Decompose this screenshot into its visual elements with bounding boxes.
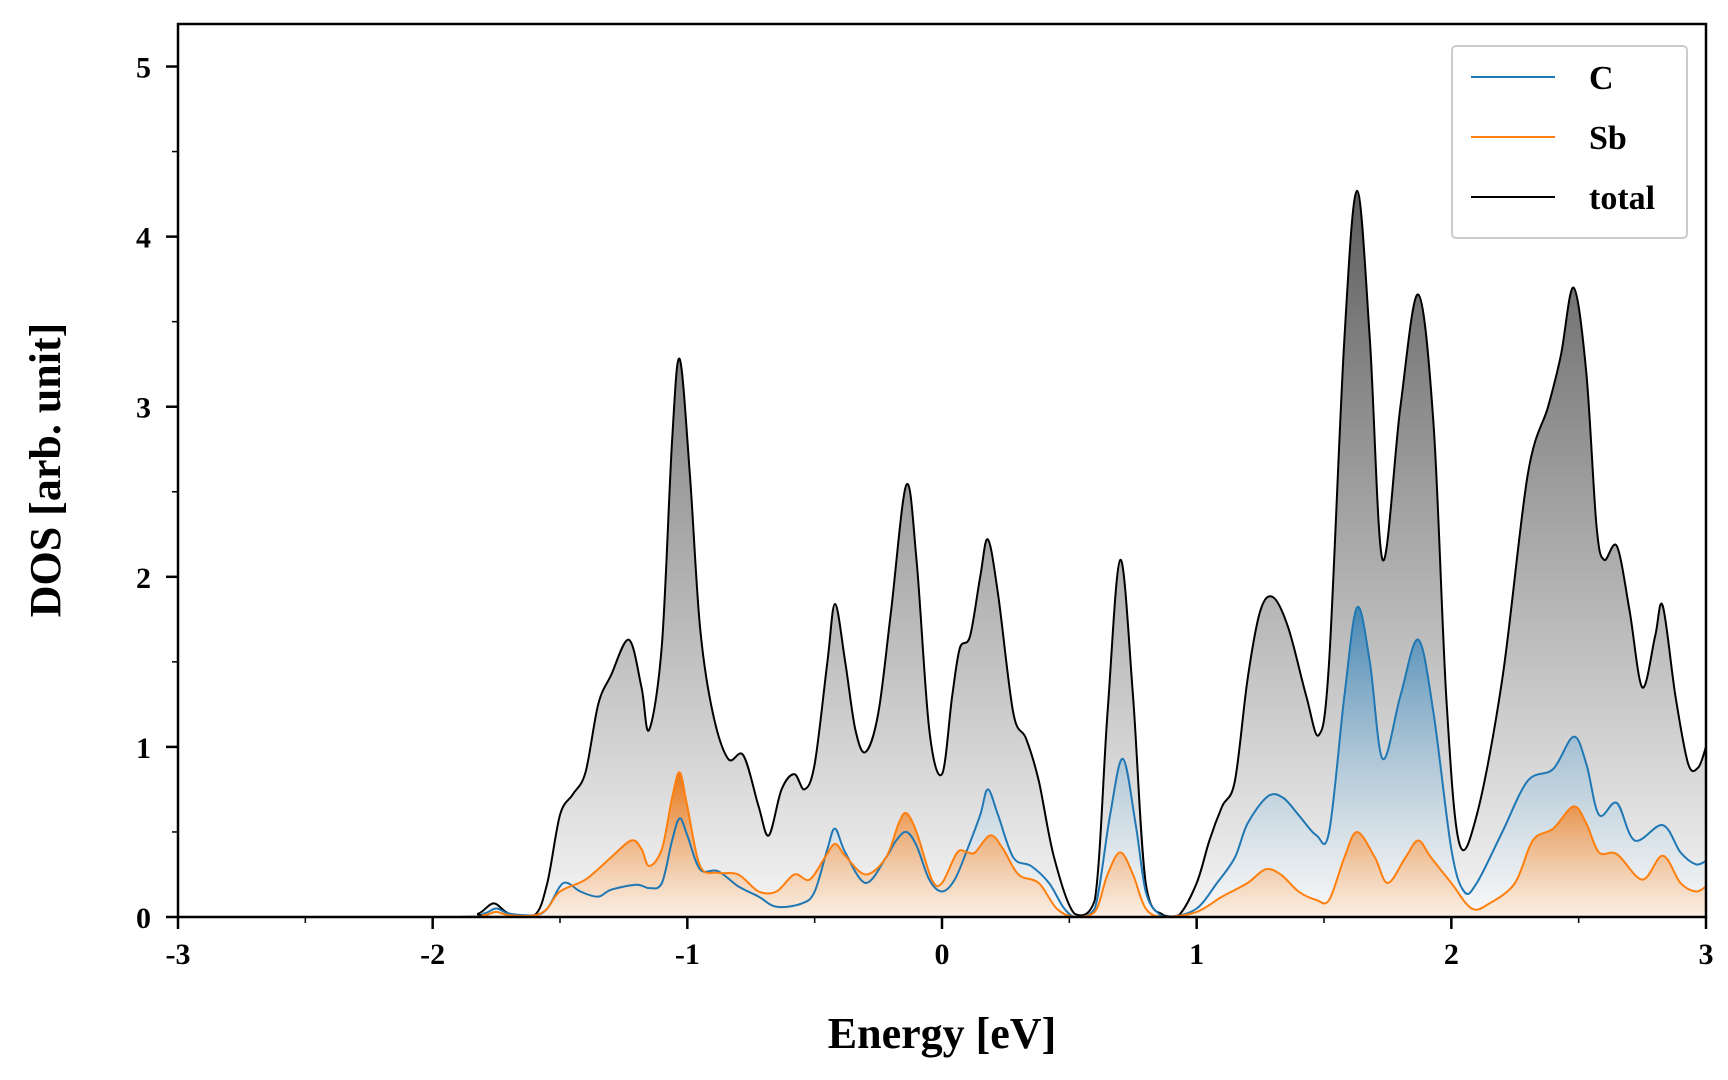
area-fill-sb <box>178 772 1706 917</box>
series-line-c <box>178 605 1706 917</box>
x-tick-label: 3 <box>1699 938 1714 971</box>
y-tick-label: 5 <box>136 52 151 85</box>
x-axis-label: Energy [eV] <box>828 1009 1057 1058</box>
x-axis-ticks: -3 -2 -1 0 1 2 3 <box>166 917 1714 971</box>
legend-box <box>1451 45 1688 239</box>
x-tick-label: -3 <box>166 938 191 971</box>
y-tick-label: 2 <box>136 562 151 595</box>
x-tick-label: -1 <box>675 938 700 971</box>
x-tick-label: 2 <box>1444 938 1459 971</box>
y-tick-label: 1 <box>136 732 151 765</box>
y-tick-label: 0 <box>136 902 151 935</box>
y-axis-label: DOS [arb. unit] <box>21 323 70 618</box>
legend-label-sb: Sb <box>1589 120 1627 157</box>
area-fill-total <box>178 190 1706 917</box>
y-tick-label: 3 <box>136 392 151 425</box>
area-fills <box>178 190 1706 917</box>
legend: C Sb total <box>1451 45 1688 239</box>
series-line-sb <box>178 771 1706 917</box>
x-tick-label: 1 <box>1189 938 1204 971</box>
y-axis-ticks: 0 1 2 3 4 5 <box>136 52 178 935</box>
legend-label-c: C <box>1589 60 1614 97</box>
x-tick-label: -2 <box>420 938 445 971</box>
series-lines <box>178 189 1706 917</box>
x-tick-label: 0 <box>935 938 950 971</box>
series-line-total <box>178 189 1706 917</box>
y-tick-label: 4 <box>136 222 151 255</box>
legend-label-total: total <box>1589 180 1655 217</box>
